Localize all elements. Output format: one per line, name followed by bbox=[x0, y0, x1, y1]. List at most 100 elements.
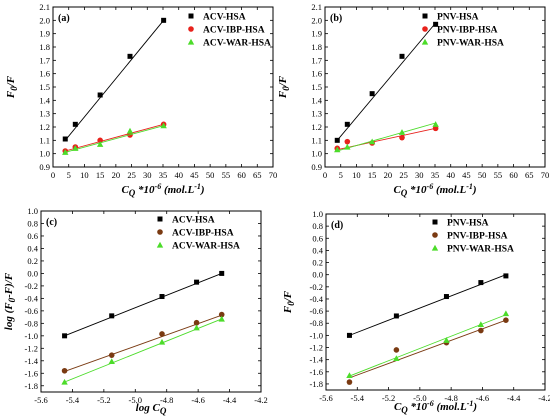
plot-frame bbox=[40, 210, 262, 393]
x-tick-label: 30 bbox=[143, 170, 152, 180]
y-axis-label: F0/F bbox=[282, 290, 296, 314]
y-tick-label: 1.6 bbox=[39, 69, 50, 79]
series bbox=[346, 273, 509, 338]
y-tick-label: 1.8 bbox=[311, 42, 322, 52]
x-tick-label: -5.0 bbox=[129, 395, 142, 405]
legend: ACV-HSA ACV-IBP-HSA ACV-WAR-HSA bbox=[187, 13, 271, 49]
x-tick-label: 55 bbox=[222, 170, 231, 180]
x-tick-label: 30 bbox=[415, 170, 424, 180]
x-tick-label: -5.4 bbox=[66, 395, 80, 405]
data-point bbox=[344, 138, 351, 145]
data-point bbox=[160, 122, 167, 129]
x-tick-label: 0 bbox=[51, 170, 55, 180]
y-tick-label: 1.3 bbox=[39, 109, 50, 119]
fit-line bbox=[336, 22, 436, 141]
legend-marker bbox=[432, 219, 438, 225]
y-axis-label: log (F0-F)/F bbox=[3, 272, 17, 330]
data-point bbox=[368, 138, 376, 145]
legend-label: PNV-IBP-HSA bbox=[437, 26, 498, 36]
data-point bbox=[61, 367, 68, 374]
y-tick-label: 1.8 bbox=[39, 42, 50, 52]
series bbox=[62, 270, 225, 339]
panel-label: (d) bbox=[331, 220, 343, 231]
y-tick-label: 0.9 bbox=[311, 162, 322, 172]
x-tick-label: -4.8 bbox=[160, 395, 173, 405]
data-point bbox=[369, 91, 375, 97]
x-tick-label: -5.0 bbox=[413, 393, 426, 403]
y-tick-label: 1.6 bbox=[311, 69, 322, 79]
x-tick-label: 5 bbox=[67, 170, 71, 180]
y-tick-label: -0.2 bbox=[310, 282, 323, 292]
y-tick-label: 1.1 bbox=[39, 135, 50, 145]
data-point bbox=[62, 136, 68, 142]
y-tick-label: -0.6 bbox=[310, 306, 323, 316]
x-tick-label: 25 bbox=[127, 170, 136, 180]
plot-frame bbox=[325, 213, 546, 391]
y-tick-label: 1.1 bbox=[311, 135, 322, 145]
x-tick-label: 25 bbox=[399, 170, 408, 180]
x-tick-label: 65 bbox=[525, 170, 534, 180]
y-tick-label: 1.9 bbox=[39, 29, 50, 39]
data-point bbox=[433, 21, 439, 27]
y-tick-label: -1.8 bbox=[25, 381, 38, 391]
y-tick-label: 1.7 bbox=[311, 55, 322, 65]
x-tick-label: -5.2 bbox=[382, 393, 395, 403]
data-point bbox=[193, 319, 200, 326]
data-point bbox=[72, 145, 79, 151]
y-tick-label: 0.9 bbox=[39, 162, 50, 172]
x-tick-label: 10 bbox=[80, 170, 89, 180]
data-point bbox=[96, 141, 104, 147]
x-tick-label: 35 bbox=[159, 170, 168, 180]
y-tick-label: 2.0 bbox=[39, 15, 50, 25]
x-tick-label: -4.2 bbox=[538, 393, 550, 403]
y-tick-label: 0.8 bbox=[27, 218, 38, 228]
x-axis-label: CQ *10-6 (mol.L-1) bbox=[121, 182, 204, 198]
legend-label: PNV-HSA bbox=[437, 13, 479, 23]
y-tick-label: -1.0 bbox=[310, 330, 323, 340]
y-tick-label: -1.4 bbox=[310, 355, 324, 365]
data-point bbox=[97, 92, 103, 98]
series bbox=[61, 311, 225, 374]
x-tick-label: 45 bbox=[462, 170, 471, 180]
data-point bbox=[158, 338, 166, 345]
data-point bbox=[159, 294, 165, 300]
y-tick-label: 0.2 bbox=[27, 256, 38, 266]
x-axis-label: CQ *10-6 (mol.L-1) bbox=[394, 399, 477, 415]
data-point bbox=[346, 332, 352, 338]
data-point bbox=[344, 143, 351, 150]
legend-marker bbox=[157, 229, 163, 235]
y-tick-label: 1.4 bbox=[39, 95, 50, 105]
legend-marker bbox=[431, 244, 439, 251]
data-point bbox=[193, 324, 200, 331]
chart-panel: 0 5 10 15 20 25 30 35 40 45 50 55 60 65 70 0.9 1.0 1.1 1.2… bbox=[277, 2, 549, 198]
data-point bbox=[108, 358, 115, 365]
y-tick-label: -0.8 bbox=[25, 318, 38, 328]
chart-panel: 0 5 10 15 20 25 30 35 40 45 50 55 60 65 70 0.9 1.0 1.1 1.2… bbox=[5, 2, 277, 198]
fit-line bbox=[337, 122, 436, 152]
data-point bbox=[443, 294, 449, 300]
data-point bbox=[478, 327, 484, 334]
legend-marker bbox=[421, 38, 429, 45]
x-tick-label: 20 bbox=[112, 170, 121, 180]
data-point bbox=[161, 17, 167, 23]
data-point bbox=[159, 331, 165, 337]
y-tick-label: 1.0 bbox=[39, 149, 50, 159]
legend: PNV-HSA PNV-IBP-HSA PNV-WAR-HSA bbox=[421, 13, 504, 49]
series bbox=[61, 315, 225, 385]
y-tick-label: -0.4 bbox=[310, 294, 324, 304]
y-tick-label: 1.4 bbox=[311, 95, 322, 105]
series bbox=[334, 21, 439, 143]
legend-label: PNV-IBP-HSA bbox=[447, 232, 508, 242]
x-tick-label: -4.2 bbox=[254, 395, 267, 405]
series bbox=[334, 121, 439, 153]
data-point bbox=[393, 313, 399, 319]
data-point bbox=[194, 279, 200, 285]
series bbox=[346, 310, 510, 379]
y-tick-label: -1.0 bbox=[25, 331, 38, 341]
y-tick-label: -0.2 bbox=[25, 281, 38, 291]
chart-panel: -5.6 -5.4 -5.2 -5.0 -4.8 -4.6 -4.4 -4.2 -1.8 -1.6… bbox=[3, 206, 268, 416]
panel-label: (b) bbox=[330, 13, 342, 24]
x-tick-label: -4.4 bbox=[507, 393, 521, 403]
y-tick-label: 0.4 bbox=[27, 243, 38, 253]
y-tick-label: 1.0 bbox=[27, 206, 38, 216]
